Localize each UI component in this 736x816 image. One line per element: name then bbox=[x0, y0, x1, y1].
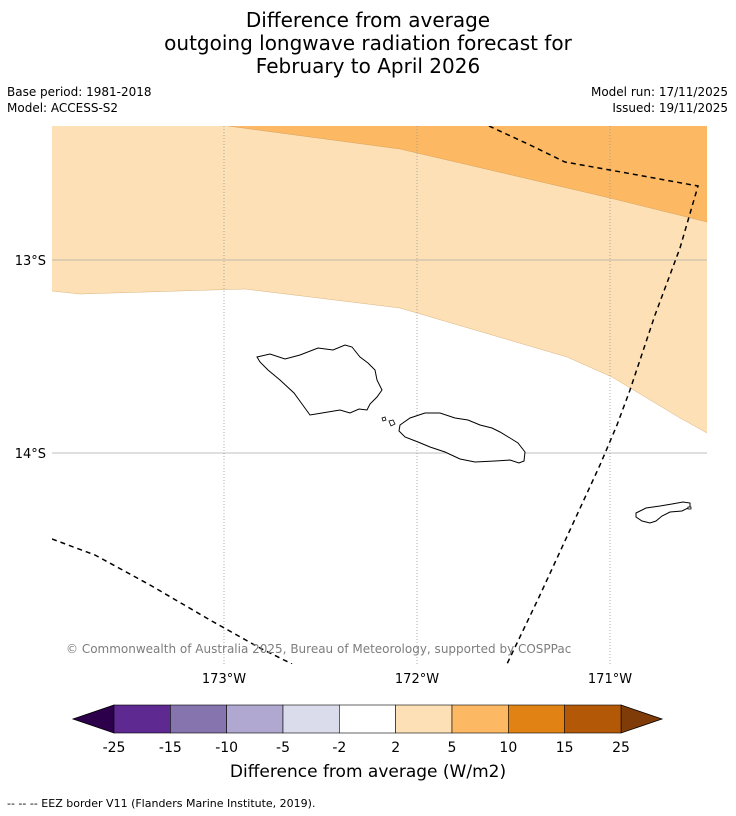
lon-label-173w: 173°W bbox=[202, 672, 246, 687]
title-line-1: Difference from average bbox=[245, 8, 491, 32]
island-manono bbox=[388, 419, 396, 427]
model-name: Model: ACCESS-S2 bbox=[7, 101, 119, 115]
title-line-2: outgoing longwave radiation forecast for bbox=[164, 31, 572, 55]
colorbar: -25 -15 -10 -5 -2 2 5 10 15 25 bbox=[71, 704, 664, 756]
colorbar-extend-low bbox=[71, 704, 115, 734]
island-tutuila bbox=[635, 501, 691, 524]
band-5-10-edge bbox=[227, 126, 707, 223]
eez-legend-note: -- -- -- EEZ border V11 (Flanders Marine… bbox=[7, 797, 316, 810]
colorbar-tick-label: 10 bbox=[499, 740, 517, 756]
island-apolima bbox=[381, 416, 387, 422]
colorbar-tick-label: -5 bbox=[276, 740, 290, 756]
colorbar-tick-label: 15 bbox=[556, 740, 574, 756]
island-aunuu bbox=[687, 506, 692, 510]
island-savaii bbox=[256, 344, 383, 416]
colorbar-swatch-0 bbox=[113, 704, 171, 734]
eez-border-north bbox=[488, 126, 699, 664]
colorbar-tick-label: 5 bbox=[448, 740, 457, 756]
colorbar-tick-label: 2 bbox=[391, 740, 400, 756]
map-area: © Commonwealth of Australia 2025, Bureau… bbox=[52, 126, 707, 664]
island-upolu bbox=[398, 412, 526, 464]
colorbar-tick-label: -25 bbox=[103, 740, 126, 756]
anomaly-band-5-to-10 bbox=[228, 126, 707, 222]
model-run: Model run: 17/11/2025 bbox=[590, 85, 728, 99]
anomaly-band-2-to-5 bbox=[52, 126, 707, 433]
colorbar-swatch-2 bbox=[226, 704, 284, 734]
colorbar-tick-label: -2 bbox=[332, 740, 346, 756]
colorbar-tick-label: 25 bbox=[612, 740, 630, 756]
title-line-3: February to April 2026 bbox=[255, 54, 481, 78]
colorbar-swatch-8 bbox=[564, 704, 622, 734]
colorbar-swatch-3 bbox=[282, 704, 340, 734]
colorbar-tick-label: -10 bbox=[215, 740, 238, 756]
eez-border-southwest bbox=[52, 538, 293, 664]
colorbar-swatch-1 bbox=[170, 704, 227, 734]
lat-label-13s: 13°S bbox=[15, 254, 46, 269]
colorbar-swatch-4 bbox=[339, 704, 396, 734]
copyright-text: © Commonwealth of Australia 2025, Bureau… bbox=[66, 642, 571, 656]
issued-date: Issued: 19/11/2025 bbox=[612, 101, 728, 115]
meta-left: Base period: 1981-2018 Model: ACCESS-S2 bbox=[7, 84, 152, 116]
colorbar-tick-label: -15 bbox=[159, 740, 182, 756]
band-2-5-edge bbox=[52, 288, 707, 434]
base-period: Base period: 1981-2018 bbox=[7, 85, 152, 99]
colorbar-extend-high bbox=[620, 704, 664, 734]
colorbar-title: Difference from average (W/m2) bbox=[229, 762, 507, 782]
colorbar-swatch-5 bbox=[395, 704, 453, 734]
lon-label-172w: 172°W bbox=[395, 672, 439, 687]
lat-label-14s: 14°S bbox=[15, 447, 46, 462]
colorbar-swatch-6 bbox=[451, 704, 509, 734]
lon-label-171w: 171°W bbox=[588, 672, 632, 687]
colorbar-swatch-7 bbox=[508, 704, 565, 734]
meta-right: Model run: 17/11/2025 Issued: 19/11/2025 bbox=[591, 84, 728, 116]
